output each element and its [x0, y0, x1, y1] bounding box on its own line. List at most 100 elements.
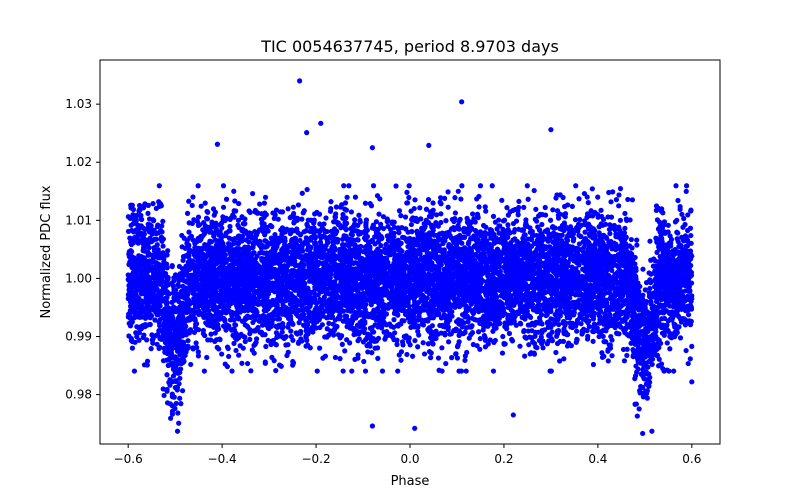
data-point	[226, 353, 232, 360]
data-point	[505, 212, 511, 218]
data-point	[398, 213, 404, 219]
data-point	[357, 217, 363, 223]
data-point	[578, 321, 584, 327]
data-point	[688, 232, 694, 239]
data-point	[226, 240, 232, 247]
data-point	[378, 243, 384, 249]
data-point	[164, 372, 170, 378]
data-point	[453, 351, 459, 357]
data-point	[475, 247, 481, 254]
data-point	[141, 332, 147, 338]
data-point	[438, 219, 444, 226]
data-point	[317, 239, 324, 245]
data-point	[599, 354, 606, 360]
data-point	[396, 208, 403, 214]
data-point	[524, 183, 530, 189]
data-point	[245, 360, 251, 367]
data-point	[332, 354, 338, 361]
data-point	[428, 298, 435, 304]
chart-title: TIC 0054637745, period 8.9703 days	[260, 37, 559, 56]
data-point	[653, 207, 659, 213]
data-point	[530, 339, 536, 345]
data-point	[439, 345, 445, 351]
data-point	[269, 354, 275, 360]
data-point	[299, 190, 305, 196]
data-point	[391, 337, 397, 343]
data-point	[485, 241, 491, 248]
data-point	[285, 206, 291, 212]
data-point	[561, 356, 567, 362]
data-point	[395, 368, 401, 374]
data-point	[505, 222, 511, 228]
data-point	[362, 368, 369, 374]
data-point	[622, 225, 628, 231]
data-point	[517, 343, 523, 349]
data-point	[586, 323, 592, 330]
data-point	[510, 207, 516, 213]
data-point	[370, 223, 376, 229]
data-point	[625, 196, 631, 203]
data-point	[683, 347, 689, 354]
data-point	[560, 194, 566, 201]
data-point	[248, 368, 254, 374]
data-point	[647, 285, 653, 292]
data-point	[235, 217, 242, 223]
data-point	[337, 356, 343, 362]
data-point	[532, 329, 539, 335]
data-point	[438, 195, 444, 201]
data-point	[304, 186, 310, 193]
data-point	[685, 312, 692, 318]
data-point	[361, 358, 367, 365]
data-point	[160, 218, 166, 224]
data-point	[165, 248, 171, 254]
data-point	[236, 200, 242, 207]
data-point	[433, 212, 440, 218]
data-point	[463, 303, 469, 309]
data-point	[634, 237, 640, 243]
data-point	[279, 329, 285, 335]
data-point	[273, 367, 279, 374]
data-point	[380, 214, 387, 220]
data-point	[540, 345, 546, 351]
data-point	[186, 229, 192, 235]
data-point	[190, 345, 196, 351]
data-point	[598, 207, 604, 213]
data-point	[441, 232, 447, 238]
data-point	[155, 268, 161, 274]
data-point	[409, 228, 415, 235]
data-point	[661, 315, 668, 322]
data-point	[622, 210, 628, 217]
data-point	[425, 197, 432, 203]
data-point	[500, 333, 506, 340]
data-point	[430, 207, 436, 213]
data-point	[317, 345, 323, 351]
data-point	[616, 192, 622, 198]
data-point	[629, 197, 636, 203]
data-point	[584, 336, 591, 342]
data-point	[189, 202, 195, 209]
data-point	[391, 219, 397, 225]
data-point	[462, 357, 468, 363]
data-point	[647, 238, 653, 244]
data-point	[464, 349, 470, 356]
data-point	[441, 195, 448, 201]
data-point	[416, 313, 422, 319]
data-point	[394, 341, 400, 348]
data-point	[685, 212, 691, 218]
data-point	[250, 319, 256, 326]
data-point	[360, 249, 366, 255]
data-point	[442, 332, 448, 338]
data-point	[417, 251, 423, 257]
data-point	[549, 338, 556, 344]
data-point	[685, 360, 691, 367]
data-point	[158, 234, 165, 240]
data-point	[423, 206, 430, 212]
data-point	[404, 351, 410, 358]
data-point	[445, 189, 451, 195]
data-point	[425, 341, 431, 347]
data-point	[294, 242, 300, 248]
data-point	[276, 362, 283, 368]
data-point	[369, 350, 375, 356]
